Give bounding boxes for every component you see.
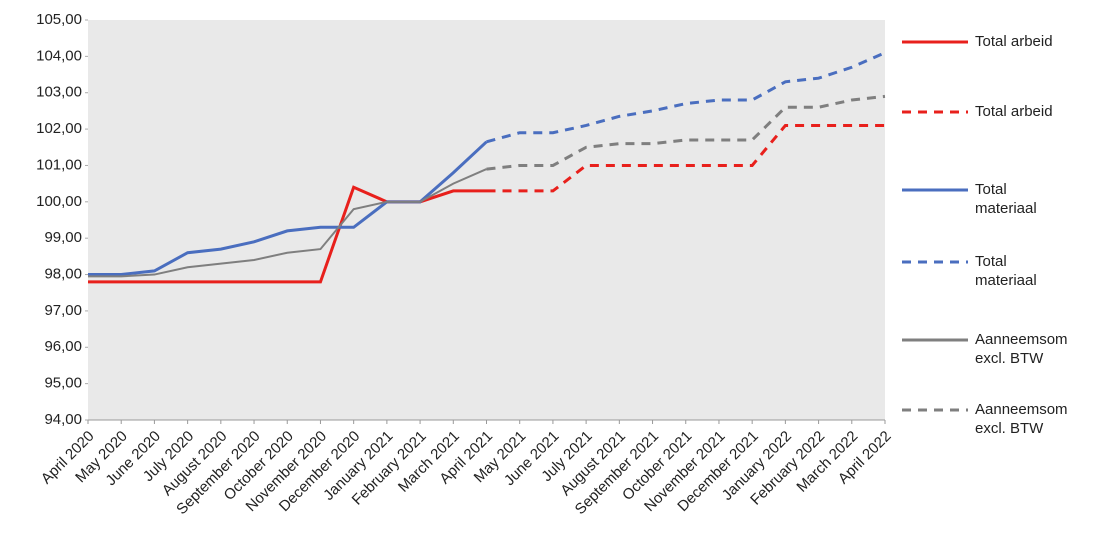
y-tick-label: 97,00 <box>44 302 82 319</box>
y-tick-label: 105,00 <box>36 11 82 28</box>
y-tick-label: 101,00 <box>36 156 82 173</box>
series-line <box>486 51 886 144</box>
series-line <box>486 94 886 171</box>
plot-background <box>88 20 885 420</box>
y-tick-label: 95,00 <box>44 375 82 392</box>
y-tick-label: 98,00 <box>44 266 82 283</box>
y-tick-label: 94,00 <box>44 411 82 428</box>
y-tick-label: 99,00 <box>44 229 82 246</box>
series-line <box>486 123 885 193</box>
legend-label: Total materiaal <box>975 181 1037 217</box>
y-tick-label: 103,00 <box>36 84 82 101</box>
y-tick-label: 102,00 <box>36 120 82 137</box>
y-tick-label: 100,00 <box>36 193 82 210</box>
legend-label: Total arbeid <box>975 33 1053 50</box>
series-line <box>88 168 487 278</box>
y-tick-label: 104,00 <box>36 47 82 64</box>
legend-label: Total materiaal <box>975 253 1037 289</box>
y-tick-label: 96,00 <box>44 338 82 355</box>
legend-label: Aanneemsom excl. BTW <box>975 331 1068 367</box>
legend-label: Aanneemsom excl. BTW <box>975 401 1068 437</box>
legend-label: Total arbeid <box>975 103 1053 120</box>
